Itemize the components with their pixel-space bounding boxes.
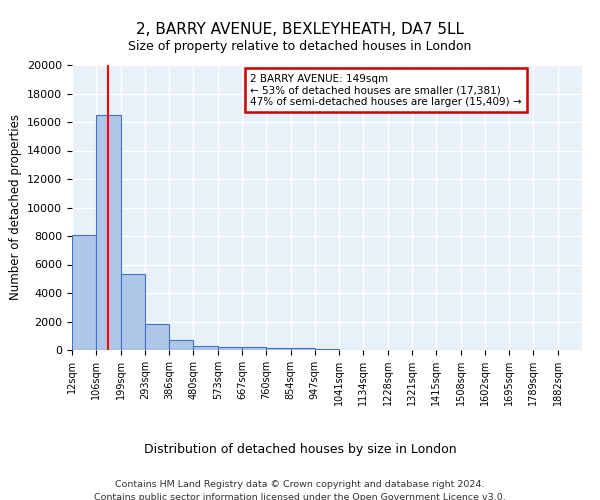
Bar [266,348,290,350]
Text: Contains HM Land Registry data © Crown copyright and database right 2024.: Contains HM Land Registry data © Crown c… [115,480,485,489]
Bar [145,324,169,350]
Y-axis label: Number of detached properties: Number of detached properties [8,114,22,300]
Text: Distribution of detached houses by size in London: Distribution of detached houses by size … [143,442,457,456]
Bar [72,234,96,350]
Bar [290,348,315,350]
Text: Contains public sector information licensed under the Open Government Licence v3: Contains public sector information licen… [94,492,506,500]
Bar [242,347,266,350]
Bar [96,115,121,350]
Bar [218,347,242,350]
Bar [193,346,218,350]
Bar [169,340,193,350]
Bar [121,274,145,350]
Text: Size of property relative to detached houses in London: Size of property relative to detached ho… [128,40,472,53]
Text: 2 BARRY AVENUE: 149sqm
← 53% of detached houses are smaller (17,381)
47% of semi: 2 BARRY AVENUE: 149sqm ← 53% of detached… [251,74,522,107]
Text: 2, BARRY AVENUE, BEXLEYHEATH, DA7 5LL: 2, BARRY AVENUE, BEXLEYHEATH, DA7 5LL [136,22,464,38]
